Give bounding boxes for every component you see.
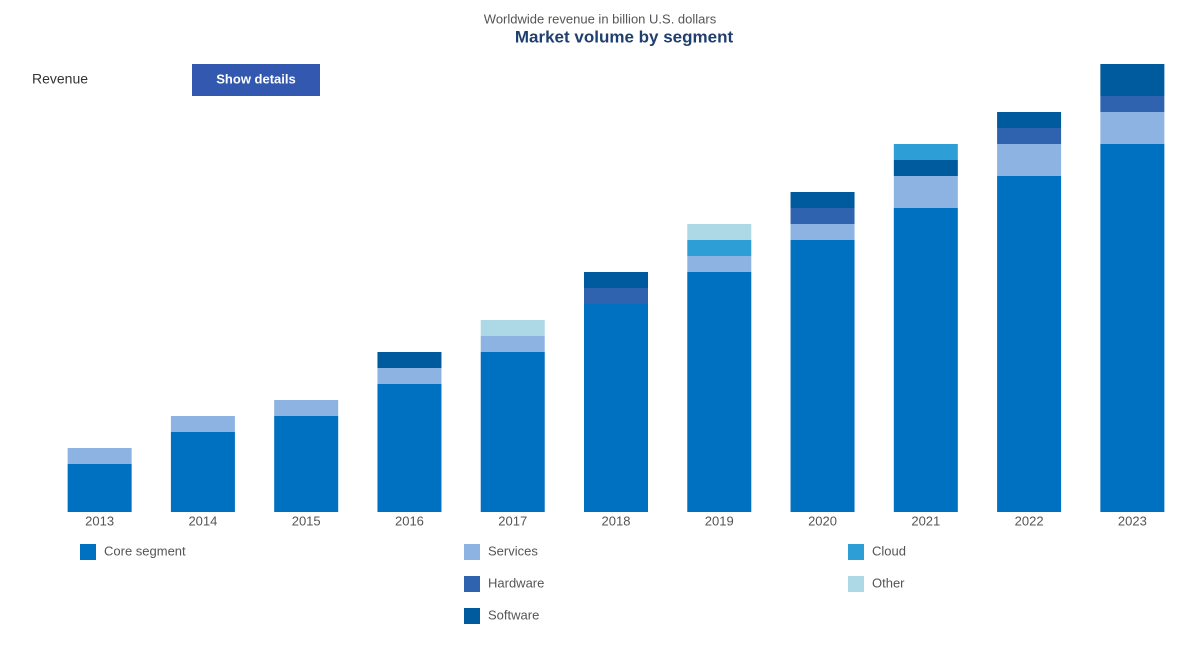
bar-segment <box>997 176 1062 512</box>
bar-segment <box>893 144 958 160</box>
bar-segment <box>790 240 855 512</box>
button-label[interactable]: Show details <box>216 71 295 86</box>
legend-swatch <box>464 544 480 560</box>
x-tick-label: 2018 <box>602 513 631 528</box>
bar-segment <box>480 320 545 336</box>
bar-segment <box>67 464 132 512</box>
bar-segment <box>67 448 132 464</box>
bar-segment <box>893 160 958 176</box>
chart-subtitle: Worldwide revenue in billion U.S. dollar… <box>484 11 717 26</box>
bar-segment <box>377 384 442 512</box>
bar-segment <box>790 224 855 240</box>
bar-segment <box>1100 112 1165 144</box>
bar-segment <box>584 288 648 304</box>
chart-title: Market volume by segment <box>515 27 734 46</box>
x-tick-label: 2020 <box>808 513 837 528</box>
bar-segment <box>480 352 545 512</box>
x-tick-label: 2013 <box>85 513 114 528</box>
bar-segment <box>480 336 545 352</box>
bar-segment <box>1100 96 1165 112</box>
legend-swatch <box>848 576 864 592</box>
legend-swatch <box>848 544 864 560</box>
bar-segment <box>584 272 648 288</box>
bar-segment <box>687 272 752 512</box>
bar-segment <box>997 144 1062 176</box>
bar-segment <box>997 128 1062 144</box>
bar-segment <box>997 112 1062 128</box>
x-tick-label: 2014 <box>188 513 217 528</box>
legend-swatch <box>464 576 480 592</box>
bar-segment <box>687 240 752 256</box>
x-tick-label: 2022 <box>1015 513 1044 528</box>
bar-segment <box>377 368 442 384</box>
bar-segment <box>170 432 235 512</box>
legend-label: Hardware <box>488 575 544 590</box>
x-tick-label: 2023 <box>1118 513 1147 528</box>
x-tick-label: 2019 <box>705 513 734 528</box>
bar-segment <box>893 176 958 208</box>
legend-swatch <box>80 544 96 560</box>
bar-segment <box>790 192 855 208</box>
x-tick-label: 2015 <box>292 513 321 528</box>
bar-segment <box>170 416 235 432</box>
legend-swatch <box>464 608 480 624</box>
x-tick-label: 2016 <box>395 513 424 528</box>
legend-label: Core segment <box>104 543 186 558</box>
legend-label: Services <box>488 543 538 558</box>
legend-label: Other <box>872 575 905 590</box>
legend-label: Cloud <box>872 543 906 558</box>
unit-label: Revenue <box>32 71 88 87</box>
details-button[interactable]: Show details <box>192 64 320 96</box>
bar-segment <box>1100 64 1165 96</box>
x-tick-label: 2021 <box>911 513 940 528</box>
bar-segment <box>790 208 855 224</box>
bar-segment <box>274 416 339 512</box>
bar-segment <box>377 352 442 368</box>
bar-segment <box>687 256 752 272</box>
legend-label: Software <box>488 607 539 622</box>
button-bg[interactable] <box>192 64 320 96</box>
bar-segment <box>274 400 339 416</box>
bar-segment <box>1100 144 1165 512</box>
bar-segment <box>893 208 958 512</box>
bar-segment <box>584 304 648 512</box>
bar-segment <box>687 224 752 240</box>
x-tick-label: 2017 <box>498 513 527 528</box>
